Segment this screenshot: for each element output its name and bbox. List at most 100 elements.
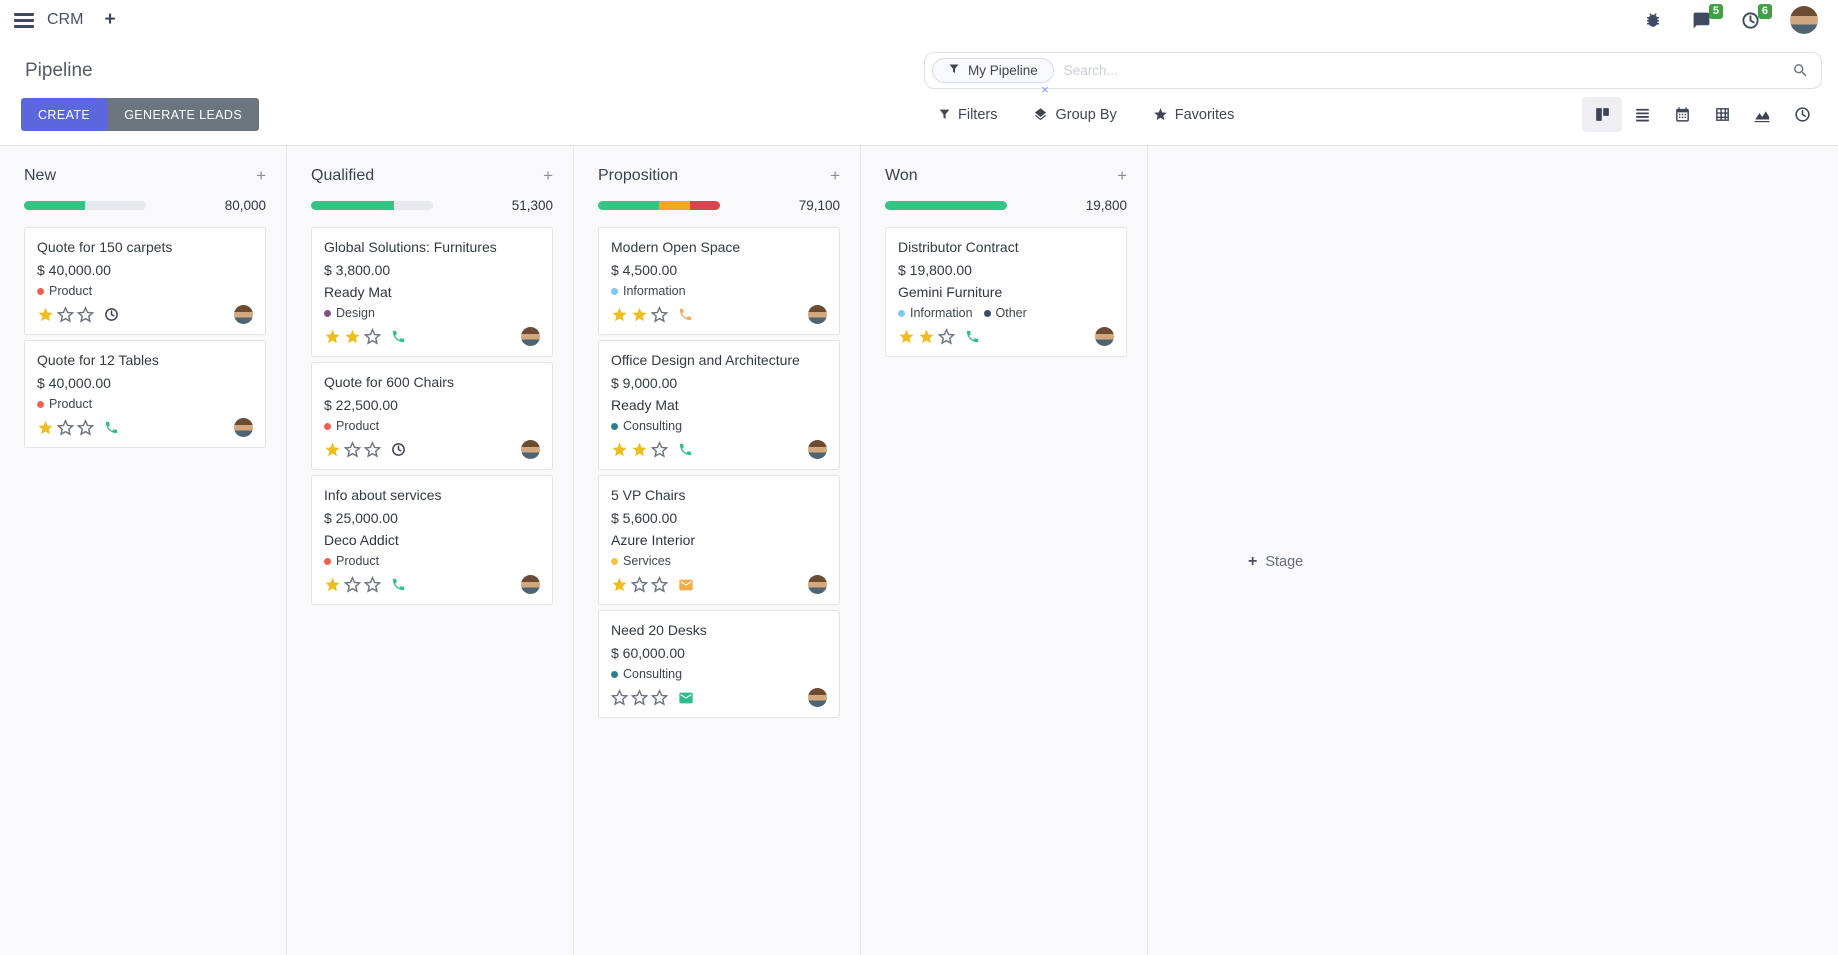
star-icon[interactable] (324, 328, 341, 345)
star-icon[interactable] (611, 689, 628, 706)
star-icon[interactable] (364, 576, 381, 593)
view-pivot-button[interactable] (1702, 97, 1742, 132)
star-icon[interactable] (324, 441, 341, 458)
messages-icon[interactable]: 5 (1692, 3, 1723, 30)
star-icon[interactable] (344, 328, 361, 345)
stage-name[interactable]: Won (885, 167, 918, 184)
progress-segment[interactable] (24, 201, 85, 210)
star-icon[interactable] (324, 576, 341, 593)
view-graph-button[interactable] (1742, 97, 1782, 132)
star-icon[interactable] (611, 306, 628, 323)
add-record-button[interactable]: + (256, 166, 266, 185)
kanban-card[interactable]: Info about services $ 25,000.00 Deco Add… (311, 475, 553, 605)
stage-progressbar[interactable] (885, 201, 1007, 210)
progress-segment[interactable] (885, 201, 1007, 210)
activities-clock-icon[interactable]: 6 (1741, 3, 1772, 30)
view-activity-button[interactable] (1782, 97, 1822, 132)
phone-icon[interactable] (678, 442, 693, 457)
kanban-card[interactable]: Quote for 12 Tables $ 40,000.00 Product (24, 340, 266, 448)
kanban-card[interactable]: Need 20 Desks $ 60,000.00 Consulting (598, 610, 840, 718)
progress-segment[interactable] (659, 201, 690, 210)
generate-leads-button[interactable]: GENERATE LEADS (107, 98, 260, 131)
star-icon[interactable] (77, 419, 94, 436)
clock-icon[interactable] (391, 442, 406, 457)
search-icon[interactable] (1792, 62, 1809, 79)
kanban-card[interactable]: Distributor Contract $ 19,800.00 Gemini … (885, 227, 1127, 357)
add-tab-button[interactable]: + (104, 9, 116, 30)
add-stage-button[interactable]: + Stage (1248, 168, 1303, 955)
star-icon[interactable] (631, 441, 648, 458)
star-icon[interactable] (57, 306, 74, 323)
star-icon[interactable] (918, 328, 935, 345)
filters-menu[interactable]: Filters (938, 107, 997, 123)
kanban-card[interactable]: 5 VP Chairs $ 5,600.00 Azure Interior Se… (598, 475, 840, 605)
star-icon[interactable] (344, 441, 361, 458)
star-icon[interactable] (611, 441, 628, 458)
star-icon[interactable] (37, 419, 54, 436)
create-button[interactable]: CREATE (21, 98, 108, 131)
star-icon[interactable] (364, 441, 381, 458)
stage-name[interactable]: Proposition (598, 167, 679, 184)
stage-progressbar[interactable] (311, 201, 433, 210)
favorites-menu[interactable]: Favorites (1153, 107, 1234, 123)
phone-icon[interactable] (965, 329, 980, 344)
avatar (234, 418, 253, 437)
app-name[interactable]: CRM (47, 11, 84, 28)
star-icon[interactable] (651, 576, 668, 593)
star-icon[interactable] (631, 576, 648, 593)
add-record-button[interactable]: + (830, 166, 840, 185)
stage-name[interactable]: Qualified (311, 167, 375, 184)
kanban-card[interactable]: Modern Open Space $ 4,500.00 Information (598, 227, 840, 335)
star-icon[interactable] (57, 419, 74, 436)
mail-icon[interactable] (678, 690, 694, 706)
apps-menu-icon[interactable] (14, 12, 34, 28)
clock-icon[interactable] (104, 307, 119, 322)
card-amount: $ 40,000.00 (37, 262, 111, 278)
view-calendar-button[interactable] (1662, 97, 1702, 132)
phone-icon[interactable] (391, 329, 406, 344)
phone-icon[interactable] (104, 420, 119, 435)
star-icon[interactable] (898, 328, 915, 345)
card-tag: Product (37, 397, 92, 411)
search-facet[interactable]: My Pipeline × (932, 58, 1054, 97)
star-icon[interactable] (611, 576, 628, 593)
progress-segment[interactable] (311, 201, 394, 210)
view-list-button[interactable] (1622, 97, 1662, 132)
kanban-card[interactable]: Quote for 150 carpets $ 40,000.00 Produc… (24, 227, 266, 335)
kanban-card[interactable]: Office Design and Architecture $ 9,000.0… (598, 340, 840, 470)
star-icon[interactable] (651, 689, 668, 706)
card-tag: Services (611, 554, 671, 568)
stage-progressbar[interactable] (24, 201, 146, 210)
progress-segment[interactable] (598, 201, 659, 210)
tag-color-dot (898, 309, 905, 317)
stage-progressbar[interactable] (598, 201, 720, 210)
star-icon[interactable] (938, 328, 955, 345)
progress-segment[interactable] (689, 201, 720, 210)
search-input[interactable] (1053, 62, 1792, 79)
stage-name[interactable]: New (24, 167, 57, 184)
kanban-card[interactable]: Global Solutions: Furnitures $ 3,800.00 … (311, 227, 553, 357)
user-avatar[interactable] (1790, 6, 1818, 34)
star-icon[interactable] (344, 576, 361, 593)
star-icon[interactable] (651, 441, 668, 458)
card-partner: Gemini Furniture (898, 284, 1003, 300)
star-icon[interactable] (631, 689, 648, 706)
facet-remove-icon[interactable]: × (1041, 82, 1049, 97)
group-by-menu[interactable]: Group By (1033, 107, 1117, 123)
star-icon[interactable] (77, 306, 94, 323)
bug-icon[interactable] (1644, 11, 1662, 29)
star-icon[interactable] (631, 306, 648, 323)
kanban-card[interactable]: Quote for 600 Chairs $ 22,500.00 Product (311, 362, 553, 470)
search-bar[interactable]: My Pipeline × (924, 52, 1822, 97)
phone-icon[interactable] (391, 577, 406, 592)
star-icon[interactable] (364, 328, 381, 345)
star-icon[interactable] (37, 306, 54, 323)
mail-icon[interactable] (678, 577, 694, 593)
star-icon[interactable] (651, 306, 668, 323)
card-tag: Consulting (611, 419, 682, 433)
add-record-button[interactable]: + (543, 166, 553, 185)
phone-icon[interactable] (678, 307, 693, 322)
tag-color-dot (324, 557, 331, 565)
add-record-button[interactable]: + (1117, 166, 1127, 185)
view-kanban-button[interactable] (1582, 97, 1622, 132)
